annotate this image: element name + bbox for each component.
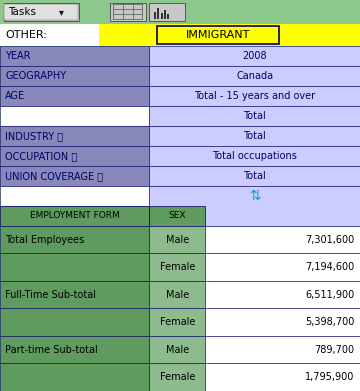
Text: 5,398,700: 5,398,700 <box>305 317 355 327</box>
Text: OCCUPATION ⓘ: OCCUPATION ⓘ <box>5 151 78 161</box>
Bar <box>149 253 205 281</box>
Bar <box>205 253 360 281</box>
Bar <box>0 24 360 46</box>
Bar <box>205 308 360 336</box>
Text: ▾: ▾ <box>59 7 64 17</box>
Bar <box>149 46 360 66</box>
Bar <box>205 281 360 308</box>
Bar <box>149 186 360 226</box>
Bar <box>205 226 360 253</box>
Text: Female: Female <box>159 262 195 272</box>
Bar <box>149 308 205 336</box>
Bar <box>157 26 279 44</box>
Bar <box>0 0 360 24</box>
Bar <box>167 14 169 19</box>
Text: YEAR: YEAR <box>5 51 31 61</box>
Text: Tasks: Tasks <box>8 7 36 17</box>
Bar <box>0 106 149 126</box>
Text: 6,511,900: 6,511,900 <box>305 290 355 300</box>
Text: Total: Total <box>243 171 266 181</box>
Bar <box>110 3 146 21</box>
Text: 2008: 2008 <box>242 51 267 61</box>
Bar <box>0 281 149 308</box>
Bar <box>149 166 360 186</box>
Text: Total occupations: Total occupations <box>212 151 297 161</box>
Text: Male: Male <box>166 290 189 300</box>
Text: Total - 15 years and over: Total - 15 years and over <box>194 91 315 101</box>
Text: 7,194,600: 7,194,600 <box>305 262 355 272</box>
Text: Male: Male <box>166 235 189 245</box>
Bar <box>157 8 159 19</box>
Bar <box>149 364 205 391</box>
Text: Part-time Sub-total: Part-time Sub-total <box>5 345 98 355</box>
Bar <box>149 106 360 126</box>
Bar <box>149 146 360 166</box>
Text: IMMIGRANT: IMMIGRANT <box>186 30 250 40</box>
Text: INDUSTRY ⓘ: INDUSTRY ⓘ <box>5 131 63 141</box>
Text: Canada: Canada <box>236 71 273 81</box>
Bar <box>4 3 79 21</box>
Bar <box>149 126 360 146</box>
Bar <box>0 186 149 206</box>
Bar <box>149 206 205 226</box>
Bar <box>149 3 185 21</box>
Text: 7,301,600: 7,301,600 <box>305 235 355 245</box>
Text: 789,700: 789,700 <box>315 345 355 355</box>
Text: Female: Female <box>159 372 195 382</box>
Text: Total: Total <box>243 131 266 141</box>
Text: OTHER:: OTHER: <box>5 30 47 40</box>
Bar <box>0 146 149 166</box>
Text: GEOGRAPHY: GEOGRAPHY <box>5 71 67 81</box>
Bar <box>149 281 205 308</box>
Text: Full-Time Sub-total: Full-Time Sub-total <box>5 290 96 300</box>
Bar <box>149 66 360 86</box>
Bar <box>0 86 149 106</box>
Text: Total Employees: Total Employees <box>5 235 85 245</box>
Text: UNION COVERAGE ⓘ: UNION COVERAGE ⓘ <box>5 171 104 181</box>
Bar <box>149 226 205 253</box>
Bar <box>4 4 78 20</box>
Bar <box>0 206 149 226</box>
Bar <box>0 126 149 146</box>
Text: SEX: SEX <box>168 212 186 221</box>
Bar <box>0 66 149 86</box>
Bar <box>99 24 360 46</box>
Bar <box>164 9 166 19</box>
Bar <box>205 336 360 364</box>
Text: AGE: AGE <box>5 91 26 101</box>
Bar <box>0 253 149 281</box>
Text: ⇅: ⇅ <box>249 189 261 203</box>
Text: Female: Female <box>159 317 195 327</box>
Text: Male: Male <box>166 345 189 355</box>
Bar <box>0 364 149 391</box>
Bar <box>149 86 360 106</box>
Text: Total: Total <box>243 111 266 121</box>
Bar <box>0 46 149 66</box>
Bar <box>149 336 205 364</box>
Bar <box>0 308 149 336</box>
Bar <box>0 336 149 364</box>
Bar <box>0 226 149 253</box>
Bar <box>0 166 149 186</box>
Bar <box>205 364 360 391</box>
Bar <box>154 12 156 19</box>
Text: EMPLOYMENT FORM: EMPLOYMENT FORM <box>30 212 120 221</box>
Bar <box>161 13 163 19</box>
Text: 1,795,900: 1,795,900 <box>305 372 355 382</box>
